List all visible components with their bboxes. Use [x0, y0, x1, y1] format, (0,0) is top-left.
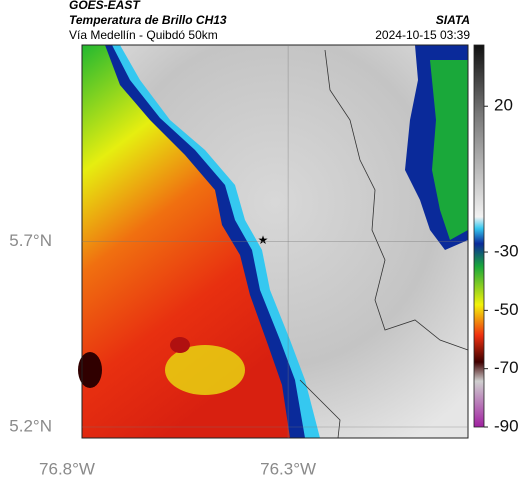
- colorbar-tick-label: -50: [494, 300, 519, 319]
- svg-text:★: ★: [258, 233, 269, 247]
- datetime: 2024-10-15 03:39: [375, 28, 470, 42]
- y-tick-label: 5.7°N: [9, 231, 52, 250]
- title: Temperatura de Brillo CH13: [69, 13, 227, 27]
- x-tick-label: 76.8°W: [39, 459, 95, 478]
- subtitle: Vía Medellín - Quibdó 50km: [69, 28, 218, 42]
- colorbar-tick-label: -90: [494, 416, 519, 435]
- product: GOES-EAST: [69, 0, 141, 12]
- colorbar-tick-label: -30: [494, 242, 519, 261]
- x-tick-label: 76.3°W: [260, 459, 316, 478]
- colorbar: [473, 44, 485, 428]
- y-tick-label: 5.2°N: [9, 416, 52, 435]
- colorbar-tick-label: -70: [494, 358, 519, 377]
- source: SIATA: [436, 13, 470, 27]
- colorbar-tick-label: 20: [494, 96, 513, 115]
